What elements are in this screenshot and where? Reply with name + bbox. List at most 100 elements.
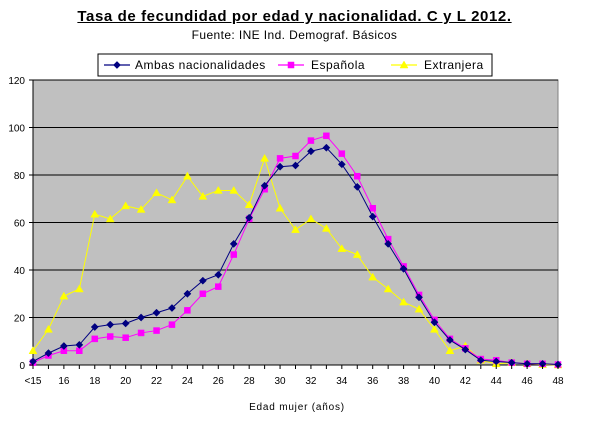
data-point — [106, 333, 114, 340]
data-point — [383, 284, 393, 293]
data-point — [245, 213, 254, 222]
data-point — [321, 223, 331, 232]
x-tick-label: 26 — [213, 376, 225, 387]
data-point — [152, 188, 161, 197]
data-point — [121, 201, 131, 210]
data-point — [337, 244, 347, 252]
gridlines — [32, 79, 558, 366]
data-point — [105, 214, 115, 223]
legend-entry: Ambas nacionalidades — [104, 58, 266, 72]
data-point — [292, 152, 299, 160]
x-tick-label: 18 — [89, 376, 101, 387]
x-axis-label: Edad mujer (años) — [249, 402, 345, 413]
data-point — [230, 251, 237, 258]
y-tick-label: 0 — [19, 361, 25, 372]
y-tick-label: 80 — [14, 171, 26, 182]
data-point — [353, 182, 362, 191]
data-point — [44, 349, 53, 358]
data-point — [445, 336, 454, 345]
data-point — [275, 203, 285, 212]
data-point — [198, 191, 208, 200]
data-point — [213, 185, 223, 194]
data-point — [368, 212, 377, 221]
data-point — [291, 161, 300, 170]
x-tick-label: 38 — [398, 376, 410, 387]
data-point — [229, 185, 239, 194]
data-point — [75, 340, 84, 349]
data-point — [167, 195, 177, 204]
data-point — [106, 320, 115, 329]
data-point — [168, 304, 176, 312]
x-tick-label: 20 — [120, 376, 132, 387]
data-point — [153, 327, 160, 334]
data-point — [59, 291, 69, 300]
data-point — [307, 137, 315, 144]
data-point — [198, 276, 207, 285]
x-tick-label: 22 — [151, 376, 163, 387]
legend: Ambas nacionalidades Española Extranjera — [97, 53, 493, 77]
data-point — [59, 342, 68, 350]
data-point — [121, 319, 130, 328]
x-axis-ticks: <15 16 18 20 22 24 26 28 30 32 34 36 38 40 42 44 46 48 — [25, 365, 564, 387]
data-point — [229, 239, 238, 248]
data-point — [137, 329, 145, 337]
data-point — [323, 132, 330, 140]
x-tick-label: 28 — [244, 376, 256, 387]
data-point — [369, 205, 376, 212]
legend-entry: Española — [278, 58, 365, 72]
data-point — [260, 153, 270, 162]
data-point — [368, 272, 378, 281]
y-tick-label: 100 — [8, 124, 25, 135]
chart-title: Tasa de fecundidad por edad y nacionalid… — [77, 8, 512, 25]
legend-label: Extranjera — [424, 58, 484, 72]
data-point — [445, 346, 455, 354]
data-point — [90, 323, 99, 331]
y-tick-label: 120 — [8, 76, 25, 87]
legend-entry: Extranjera — [391, 58, 484, 72]
data-point — [352, 250, 362, 258]
x-tick-label: 36 — [367, 376, 379, 387]
data-point — [430, 318, 439, 327]
x-tick-label: 30 — [274, 376, 286, 387]
data-point — [260, 181, 269, 190]
legend-marker — [287, 61, 295, 69]
chart-subtitle: Fuente: INE Ind. Demograf. Básicos — [191, 28, 398, 42]
y-axis-ticks: 0 20 40 60 80 100 120 — [8, 76, 33, 372]
data-point — [306, 214, 316, 223]
data-point — [136, 204, 146, 213]
data-point — [276, 155, 284, 162]
data-point — [214, 270, 223, 279]
data-point — [291, 225, 300, 233]
data-point — [182, 171, 192, 180]
data-point — [337, 160, 346, 169]
x-tick-label: 34 — [336, 376, 348, 387]
data-point — [28, 346, 38, 354]
data-point — [215, 283, 222, 290]
data-point — [122, 334, 129, 341]
data-point — [476, 356, 485, 365]
data-point — [152, 308, 161, 317]
legend-marker — [399, 60, 409, 69]
data-point — [399, 264, 408, 273]
data-point — [415, 293, 423, 302]
data-point — [338, 150, 346, 157]
data-point — [430, 324, 439, 333]
data-point — [199, 290, 207, 297]
data-point — [184, 307, 191, 314]
y-tick-label: 40 — [14, 266, 26, 277]
data-point — [399, 297, 409, 306]
data-point — [384, 239, 393, 248]
x-tick-label: 44 — [491, 376, 503, 387]
x-tick-label: 40 — [429, 376, 441, 387]
data-point — [183, 289, 192, 298]
x-tick-label: 16 — [58, 376, 70, 387]
legend-label: Ambas nacionalidades — [135, 58, 266, 72]
x-tick-label: 46 — [522, 376, 534, 387]
data-point — [461, 345, 470, 354]
data-point — [322, 143, 331, 152]
data-point — [44, 324, 53, 333]
legend-label: Española — [311, 58, 365, 72]
series-0 — [29, 143, 562, 369]
x-tick-label: 32 — [305, 376, 317, 387]
